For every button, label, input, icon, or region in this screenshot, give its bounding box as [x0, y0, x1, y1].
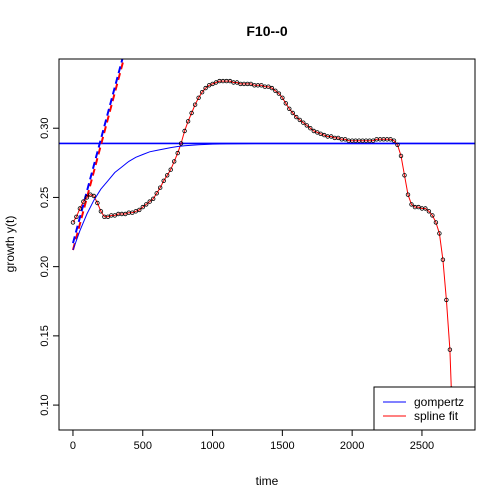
data-point	[95, 200, 100, 206]
data-point	[74, 214, 79, 219]
data-point	[294, 114, 299, 120]
data-point	[203, 85, 208, 91]
plot-area	[59, 59, 475, 391]
y-tick-label: 0.25	[39, 187, 51, 208]
data-point	[416, 204, 421, 210]
data-point	[266, 84, 271, 89]
y-axis: 0.10 0.15 0.20 0.25 0.30	[39, 118, 59, 416]
data-point	[409, 202, 414, 207]
data-point	[391, 138, 397, 143]
data-point	[433, 220, 439, 225]
y-tick-label: 0.20	[39, 256, 51, 277]
data-point	[147, 199, 152, 204]
data-point	[77, 206, 83, 211]
data-point	[196, 95, 201, 100]
data-point	[137, 207, 142, 213]
data-point	[297, 117, 302, 123]
x-tick-label: 1500	[270, 440, 294, 452]
y-tick-label: 0.30	[39, 118, 51, 139]
data-point	[189, 110, 194, 116]
gompertz-tangent	[72, 59, 124, 244]
data-point	[199, 89, 205, 95]
data-point	[329, 134, 334, 139]
data-point	[304, 123, 309, 128]
data-point	[178, 141, 184, 146]
legend-label-gompertz: gompertz	[414, 395, 464, 409]
plot-frame	[58, 58, 476, 431]
data-point	[398, 153, 404, 159]
data-point	[206, 83, 212, 88]
y-tick-label: 0.15	[39, 325, 51, 346]
data-point	[283, 101, 288, 106]
data-point	[185, 119, 191, 124]
data-point	[273, 88, 278, 93]
data-point	[150, 196, 156, 201]
data-point	[322, 132, 327, 138]
data-point	[140, 204, 145, 210]
x-tick-label: 500	[134, 440, 152, 452]
data-point	[157, 185, 163, 190]
data-point	[192, 102, 198, 107]
data-point	[370, 138, 376, 143]
x-tick-label: 2000	[340, 440, 364, 452]
data-point	[395, 142, 400, 147]
data-point	[161, 178, 166, 183]
data-point	[70, 220, 76, 225]
data-point	[290, 110, 295, 116]
spline-fit-curve	[72, 80, 452, 389]
data-point	[447, 347, 453, 352]
data-point	[405, 192, 411, 197]
data-point	[227, 78, 233, 84]
data-point	[430, 213, 435, 218]
y-axis-label: growth y(t)	[3, 216, 17, 273]
data-point	[164, 173, 170, 178]
data-point	[182, 128, 187, 134]
data-point	[98, 209, 104, 214]
data-point	[154, 191, 159, 196]
data-point	[311, 128, 316, 134]
legend-label-spline: spline fit	[414, 409, 459, 423]
data-point	[444, 297, 449, 303]
data-point	[402, 173, 407, 178]
y-tick-label: 0.10	[39, 394, 51, 415]
data-point	[426, 209, 432, 214]
data-point	[301, 120, 306, 125]
data-point	[84, 195, 90, 200]
data-point	[81, 199, 86, 204]
x-tick-label: 1000	[200, 440, 224, 452]
data-point	[143, 202, 149, 207]
x-axis-label: time	[256, 474, 279, 488]
gompertz-curve	[72, 143, 475, 251]
data-point	[269, 85, 275, 91]
data-point	[308, 125, 313, 131]
data-point	[133, 209, 138, 214]
data-point	[112, 213, 117, 218]
data-point	[336, 135, 341, 141]
data-point	[130, 210, 135, 215]
data-point	[440, 257, 446, 262]
legend-box	[373, 386, 476, 431]
x-tick-label: 0	[70, 440, 76, 452]
data-point	[234, 80, 240, 85]
x-tick-label: 2500	[410, 440, 434, 452]
chart-title: F10--0	[246, 23, 287, 39]
spline-tangent	[72, 59, 125, 251]
data-point	[280, 95, 285, 100]
data-point	[276, 91, 282, 96]
data-point	[437, 231, 442, 236]
data-point	[388, 137, 393, 142]
data-point	[343, 137, 348, 142]
data-point	[175, 150, 180, 156]
data-point	[171, 159, 177, 164]
data-point	[213, 80, 219, 85]
data-point	[168, 167, 173, 172]
x-axis: 0 500 1000 1500 2000 2500	[70, 430, 434, 452]
data-point	[287, 106, 292, 111]
data-point	[423, 206, 428, 211]
data-point	[248, 81, 254, 87]
data-point	[91, 193, 97, 199]
legend: gompertz spline fit	[373, 386, 476, 431]
data-point	[259, 83, 264, 88]
